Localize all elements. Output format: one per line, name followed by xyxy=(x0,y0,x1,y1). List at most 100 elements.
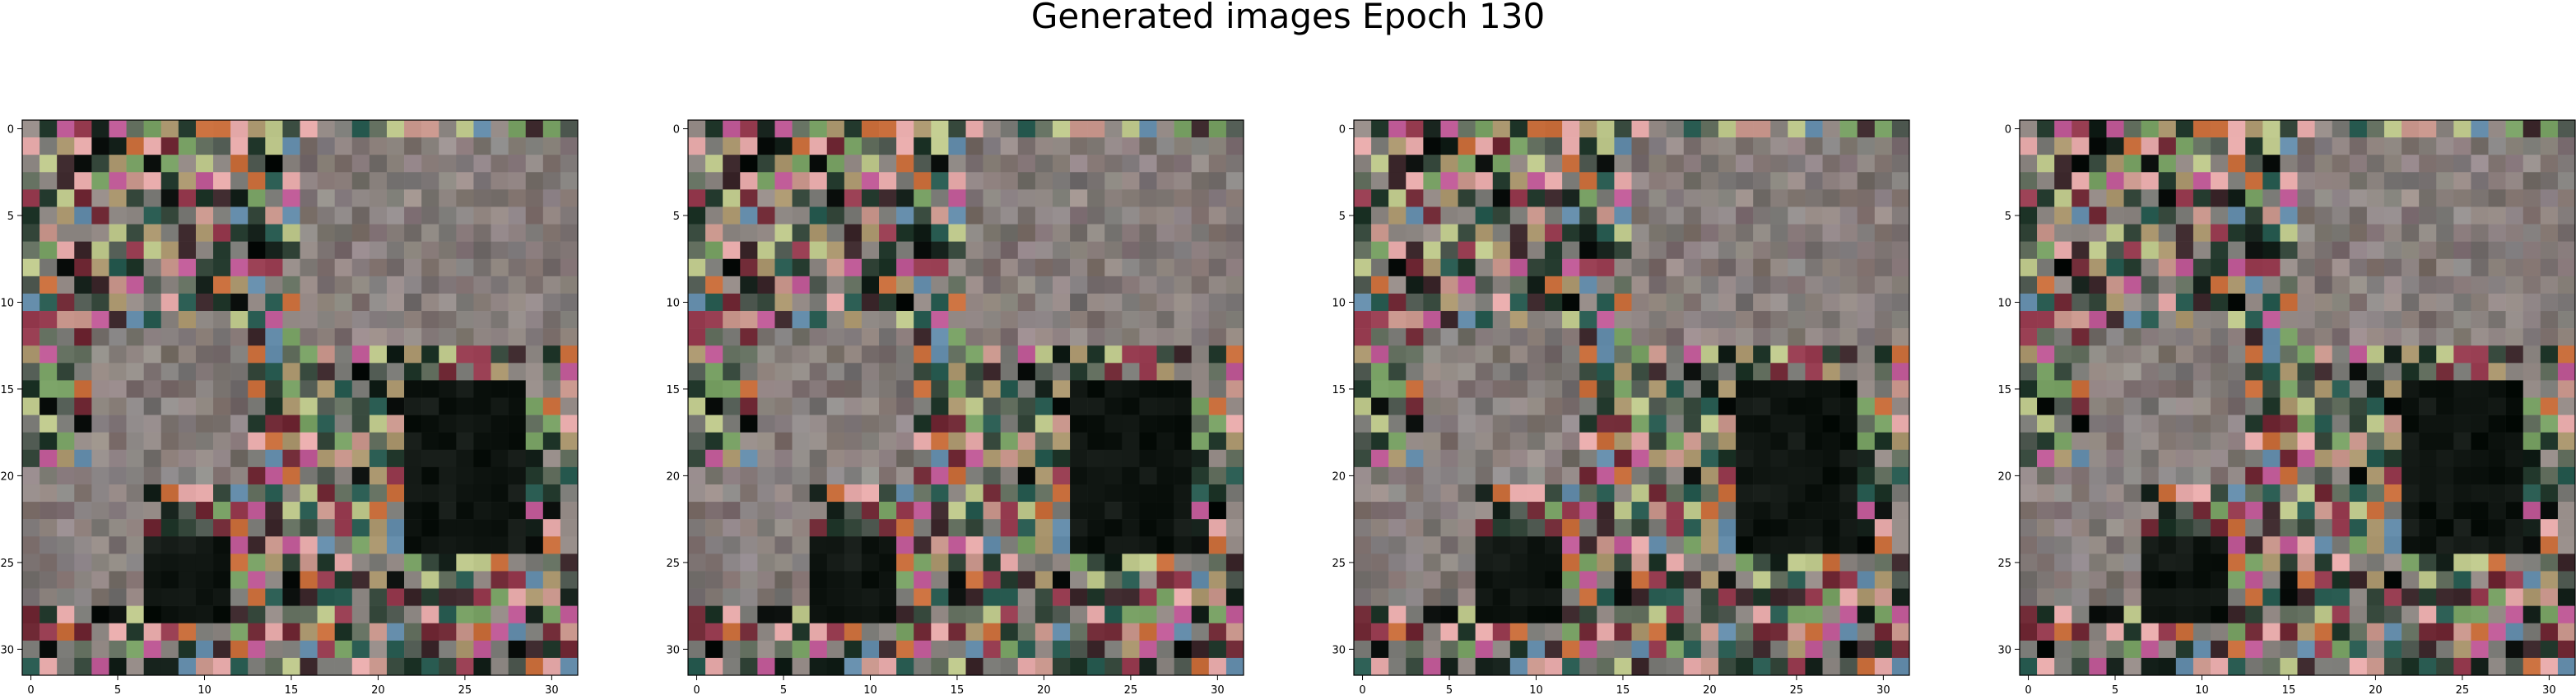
pixel-cell xyxy=(351,328,370,346)
pixel-cell xyxy=(2211,397,2229,415)
pixel-cell xyxy=(1354,380,1372,398)
pixel-cell xyxy=(421,536,439,554)
pixel-cell xyxy=(2020,657,2038,676)
pixel-cell xyxy=(265,241,283,260)
pixel-cell xyxy=(1156,502,1174,520)
pixel-cell xyxy=(1406,571,1424,589)
pixel-cell xyxy=(1822,155,1840,173)
pixel-cell xyxy=(2314,519,2332,537)
pixel-cell xyxy=(282,172,300,190)
pixel-cell xyxy=(2505,224,2524,242)
pixel-cell xyxy=(160,137,179,155)
pixel-cell xyxy=(2071,345,2090,364)
pixel-cell xyxy=(2540,363,2559,381)
pixel-cell xyxy=(1458,397,1476,415)
pixel-cell xyxy=(473,623,491,642)
pixel-cell xyxy=(1139,276,1157,294)
pixel-cell xyxy=(2349,571,2368,589)
pixel-cell xyxy=(1000,137,1019,155)
pixel-cell xyxy=(809,554,828,572)
pixel-cell xyxy=(879,536,897,554)
pixel-cell xyxy=(1753,519,1771,537)
pixel-cell xyxy=(1874,623,1893,642)
pixel-cell xyxy=(914,554,932,572)
pixel-cell xyxy=(1208,224,1227,242)
pixel-cell xyxy=(688,276,706,294)
pixel-cell xyxy=(1174,502,1193,520)
pixel-cell xyxy=(1000,397,1019,415)
pixel-cell xyxy=(1788,293,1806,312)
pixel-cell xyxy=(1788,588,1806,606)
pixel-cell xyxy=(542,206,561,225)
pixel-cell xyxy=(2366,363,2385,381)
pixel-cell xyxy=(282,241,300,260)
pixel-cell xyxy=(826,554,845,572)
pixel-cell xyxy=(757,172,775,190)
pixel-cell xyxy=(1527,605,1546,624)
pixel-cell xyxy=(2262,328,2281,346)
pixel-cell xyxy=(439,397,457,415)
pixel-cell xyxy=(914,172,932,190)
pixel-cell xyxy=(265,311,283,329)
pixel-cell xyxy=(2488,120,2506,138)
pixel-cell xyxy=(1139,432,1157,451)
pixel-cell xyxy=(1492,311,1511,329)
pixel-cell xyxy=(439,588,457,606)
pixel-cell xyxy=(2071,311,2090,329)
pixel-cell xyxy=(40,172,58,190)
pixel-cell xyxy=(1087,189,1105,207)
pixel-cell xyxy=(1070,120,1088,138)
pixel-cell xyxy=(931,623,949,642)
pixel-cell xyxy=(404,380,422,398)
pixel-cell xyxy=(2037,311,2055,329)
pixel-cell xyxy=(1527,206,1546,225)
pixel-cell xyxy=(1579,363,1597,381)
pixel-cell xyxy=(282,571,300,589)
pixel-cell xyxy=(1666,415,1685,433)
pixel-cell xyxy=(143,155,162,173)
pixel-cell xyxy=(2158,293,2177,312)
pixel-cell xyxy=(560,432,579,451)
pixel-cell xyxy=(740,588,758,606)
pixel-cell xyxy=(2557,258,2576,277)
pixel-cell xyxy=(248,623,266,642)
y-tick-label: 30 xyxy=(1997,644,2011,656)
pixel-cell xyxy=(1527,345,1546,364)
pixel-cell xyxy=(1440,571,1458,589)
pixel-cell xyxy=(2557,241,2576,260)
pixel-cell xyxy=(1700,155,1719,173)
pixel-cell xyxy=(1597,571,1615,589)
pixel-cell xyxy=(456,258,474,277)
pixel-cell xyxy=(2037,258,2055,277)
pixel-cell xyxy=(2020,502,2038,520)
pixel-cell xyxy=(1371,363,1389,381)
pixel-cell xyxy=(1475,155,1494,173)
pixel-cell xyxy=(230,276,249,294)
pixel-cell xyxy=(2383,311,2402,329)
pixel-cell xyxy=(983,657,1001,676)
y-tick-label: 5 xyxy=(1339,211,1346,223)
pixel-cell xyxy=(1174,120,1193,138)
pixel-cell xyxy=(473,640,491,659)
y-tick-label: 0 xyxy=(1339,124,1346,137)
pixel-cell xyxy=(369,640,388,659)
pixel-cell xyxy=(914,571,932,589)
pixel-cell xyxy=(2540,120,2559,138)
pixel-cell xyxy=(2141,345,2160,364)
pixel-cell xyxy=(1545,415,1563,433)
pixel-cell xyxy=(22,206,40,225)
pixel-cell xyxy=(1406,224,1424,242)
pixel-cell xyxy=(143,276,162,294)
pixel-cell xyxy=(560,554,579,572)
pixel-cell xyxy=(2141,571,2160,589)
pixel-cell xyxy=(1104,120,1123,138)
pixel-cell xyxy=(91,432,109,451)
pixel-cell xyxy=(2349,363,2368,381)
pixel-cell xyxy=(1354,311,1372,329)
pixel-cell xyxy=(1891,258,1910,277)
pixel-cell xyxy=(1208,588,1227,606)
pixel-cell xyxy=(740,380,758,398)
pixel-cell xyxy=(334,571,353,589)
pixel-cell xyxy=(2054,432,2072,451)
pixel-cell xyxy=(2436,293,2454,312)
